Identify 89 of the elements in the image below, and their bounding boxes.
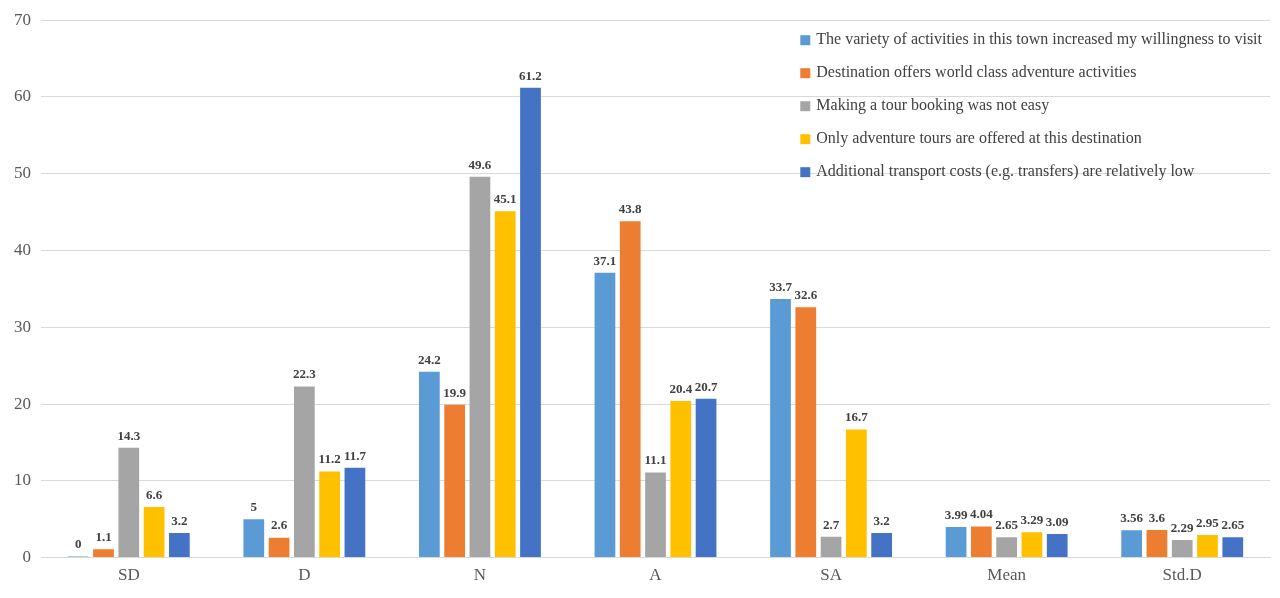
bar xyxy=(1171,540,1193,558)
data-label: 43.8 xyxy=(618,201,643,217)
data-label: 11.1 xyxy=(644,452,667,468)
data-label: 2.7 xyxy=(822,516,840,532)
bar xyxy=(1046,533,1068,558)
data-label: 3.56 xyxy=(1120,510,1144,526)
data-label: 61.2 xyxy=(519,67,542,83)
data-label: 20.7 xyxy=(694,378,718,394)
bar xyxy=(1222,537,1244,558)
data-label: 20.4 xyxy=(669,380,693,396)
data-label: 6.6 xyxy=(145,486,163,502)
bar xyxy=(520,87,541,558)
data-label: 3.6 xyxy=(1148,509,1166,525)
data-label: 37.1 xyxy=(593,252,617,268)
data-label: 19.9 xyxy=(443,384,467,400)
bar xyxy=(93,549,114,558)
legend-label: Making a tour booking was not easy xyxy=(816,96,1050,115)
bar xyxy=(344,467,366,558)
bar xyxy=(945,526,967,558)
bar xyxy=(268,537,290,558)
data-label: 32.6 xyxy=(794,287,818,303)
data-label: 45.1 xyxy=(493,191,517,207)
data-label: 22.3 xyxy=(292,366,317,382)
y-tick-label: 30 xyxy=(14,316,31,336)
x-tick-label: D xyxy=(298,565,311,585)
data-label: 2.6 xyxy=(270,517,288,533)
data-label: 3.99 xyxy=(944,506,968,522)
data-label: 3.2 xyxy=(873,512,890,528)
bar xyxy=(1146,529,1168,558)
data-label: 2.29 xyxy=(1170,519,1195,535)
x-tick-label: N xyxy=(473,565,487,585)
x-tick-label: SD xyxy=(117,565,140,585)
data-label: 3.09 xyxy=(1045,513,1070,529)
bar xyxy=(619,221,641,558)
data-label: 49.6 xyxy=(468,156,492,172)
y-tick-label: 50 xyxy=(14,163,31,183)
data-label: 3.29 xyxy=(1020,512,1044,528)
bar xyxy=(494,211,516,558)
bar xyxy=(293,386,315,558)
bar xyxy=(1121,530,1143,558)
bar xyxy=(820,536,842,558)
data-label: 3.2 xyxy=(171,512,188,528)
data-label: 2.95 xyxy=(1196,514,1220,530)
x-tick-label: Mean xyxy=(987,565,1027,585)
bar xyxy=(243,519,265,558)
legend-label: Destination offers world class adventure activities xyxy=(816,63,1137,81)
data-label: 11.2 xyxy=(318,451,341,467)
y-tick-label: 20 xyxy=(14,393,31,413)
bar xyxy=(645,472,666,558)
legend-label: Additional transport costs (e.g. transfers) are relatively low xyxy=(816,162,1195,181)
data-label: 1.1 xyxy=(95,529,112,545)
y-tick-label: 10 xyxy=(14,470,31,490)
bar xyxy=(469,176,491,558)
data-label: 24.2 xyxy=(417,351,441,367)
data-label: 4.04 xyxy=(969,506,994,522)
bar xyxy=(871,533,892,558)
data-label: 11.7 xyxy=(343,447,367,463)
data-label: 2.65 xyxy=(1221,517,1245,533)
legend-label: The variety of activities in this town increased my willingness to visit xyxy=(816,30,1263,49)
y-tick-label: 0 xyxy=(22,547,31,567)
bar xyxy=(996,537,1018,558)
bar xyxy=(594,272,616,558)
x-tick-label: A xyxy=(649,565,663,585)
data-label: 14.3 xyxy=(117,427,141,443)
bar xyxy=(143,506,165,558)
data-label: 16.7 xyxy=(844,409,869,425)
bar xyxy=(670,400,692,558)
bar xyxy=(1197,534,1218,558)
y-tick-label: 70 xyxy=(14,9,31,29)
bar xyxy=(168,533,190,558)
y-tick-label: 60 xyxy=(14,86,31,106)
bar xyxy=(419,371,440,558)
bar xyxy=(770,298,791,558)
bar xyxy=(795,307,817,558)
bar xyxy=(319,471,341,558)
bar xyxy=(845,429,867,558)
x-tick-label: Std.D xyxy=(1162,565,1202,585)
bar xyxy=(695,398,717,558)
legend-label: Only adventure tours are offered at this destination xyxy=(816,129,1142,148)
data-label: 33.7 xyxy=(769,278,793,294)
data-label: 5 xyxy=(250,499,258,515)
data-label: 0 xyxy=(74,536,82,552)
y-tick-label: 40 xyxy=(14,239,31,259)
bar xyxy=(444,404,466,558)
bar xyxy=(971,526,992,558)
x-tick-label: SA xyxy=(820,565,843,585)
bar xyxy=(118,447,140,558)
bar xyxy=(1021,532,1043,558)
data-label: 2.65 xyxy=(995,517,1019,533)
